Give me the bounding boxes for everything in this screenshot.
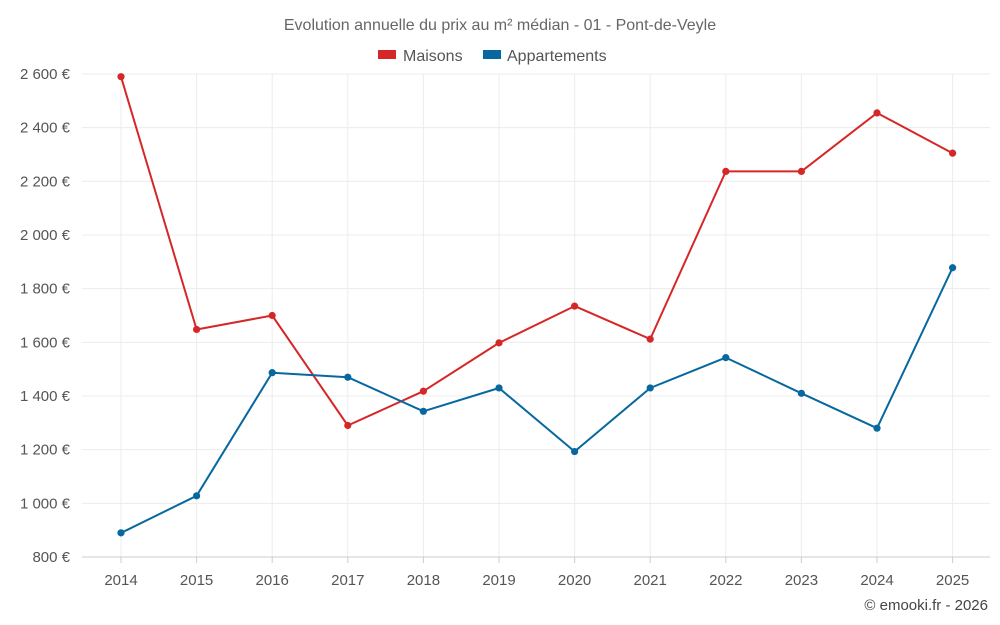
- data-point-maisons[interactable]: [873, 109, 881, 117]
- axes: 800 € 1 000 € 1 200 € 1 400 € 1 600 € 1 800 €…: [20, 66, 990, 589]
- x-tick-label: 2018: [407, 572, 440, 589]
- x-tick-label: 2021: [634, 572, 667, 589]
- data-point-maisons[interactable]: [193, 325, 201, 334]
- legend-swatch-maisons: [378, 50, 396, 59]
- data-point-appartements[interactable]: [117, 529, 125, 537]
- x-tick-label: 2019: [482, 572, 515, 589]
- data-point-appartements[interactable]: [344, 373, 352, 381]
- credit-text: © emooki.fr - 2026: [864, 597, 988, 614]
- series-lines: [120, 76, 954, 534]
- grid-lines: [82, 73, 990, 557]
- data-point-maisons[interactable]: [117, 73, 125, 81]
- x-tick-label: 2025: [936, 572, 969, 589]
- data-point-maisons[interactable]: [722, 167, 730, 176]
- series-line-appartements: [120, 267, 954, 534]
- data-point-appartements[interactable]: [722, 354, 730, 362]
- data-point-appartements[interactable]: [495, 384, 503, 392]
- legend-swatch-appartements: [483, 50, 501, 59]
- chart-legend: Maisons Appartements: [378, 48, 607, 65]
- x-tick-label: 2022: [709, 572, 742, 589]
- y-tick-label: 2 600 €: [20, 66, 71, 83]
- x-tick-label: 2020: [558, 572, 591, 589]
- data-point-maisons[interactable]: [268, 311, 276, 320]
- data-point-appartements[interactable]: [949, 264, 957, 272]
- y-tick-label: 2 200 €: [20, 173, 71, 190]
- x-tick-label: 2016: [256, 572, 289, 589]
- legend-item-appartements[interactable]: Appartements: [483, 48, 607, 65]
- legend-item-maisons[interactable]: Maisons: [378, 48, 463, 65]
- legend-label-maisons: Maisons: [403, 48, 463, 65]
- data-point-maisons[interactable]: [344, 421, 352, 430]
- x-tick-label: 2024: [860, 572, 893, 589]
- series-points: [117, 73, 957, 537]
- data-point-appartements[interactable]: [646, 384, 654, 392]
- y-tick-label: 1 000 €: [20, 495, 71, 512]
- data-point-maisons[interactable]: [495, 339, 503, 347]
- x-tick-label: 2015: [180, 572, 213, 589]
- series-line-maisons: [120, 76, 954, 427]
- y-tick-label: 2 400 €: [20, 120, 71, 137]
- data-point-maisons[interactable]: [646, 335, 654, 343]
- data-point-maisons[interactable]: [949, 149, 957, 157]
- y-tick-label: 1 600 €: [20, 334, 71, 351]
- data-point-appartements[interactable]: [268, 369, 276, 377]
- data-point-appartements[interactable]: [193, 492, 201, 500]
- y-tick-label: 800 €: [32, 549, 70, 566]
- data-point-appartements[interactable]: [571, 447, 579, 456]
- y-tick-label: 1 400 €: [20, 388, 71, 405]
- data-point-appartements[interactable]: [797, 389, 806, 397]
- x-tick-label: 2014: [104, 572, 137, 589]
- chart-title: Evolution annuelle du prix au m² médian …: [284, 17, 716, 34]
- y-tick-label: 1 200 €: [20, 442, 71, 459]
- x-tick-label: 2017: [331, 572, 364, 589]
- data-point-appartements[interactable]: [419, 407, 427, 415]
- x-tick-label: 2023: [785, 572, 818, 589]
- y-tick-label: 2 000 €: [20, 227, 71, 244]
- data-point-maisons[interactable]: [571, 302, 579, 310]
- legend-label-appartements: Appartements: [507, 48, 607, 65]
- y-tick-label: 1 800 €: [20, 281, 71, 298]
- data-point-maisons[interactable]: [419, 387, 427, 395]
- data-point-appartements[interactable]: [873, 424, 881, 432]
- data-point-maisons[interactable]: [797, 167, 806, 176]
